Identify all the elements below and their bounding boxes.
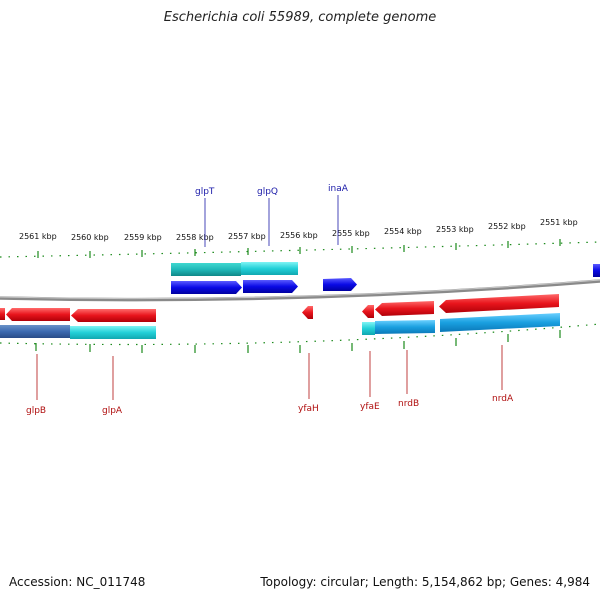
genome-summary: Topology: circular; Length: 5,154,862 bp… [260,575,590,589]
gene-label-nrdA[interactable]: nrdA [492,394,514,404]
gene-label-glpB[interactable]: glpB [26,406,46,416]
ruler-label: 2556 kbp [280,231,318,240]
ruler-labels: 2561 kbp 2560 kbp 2559 kbp 2558 kbp 2557… [19,218,578,242]
forward-cds-track [171,262,298,276]
gene-arrow-nrdB[interactable] [375,301,434,316]
gene-arrow-yfaE[interactable] [362,305,374,318]
cds-feature[interactable] [171,263,241,276]
gene-arrow-glpA[interactable] [71,309,156,322]
gene-label-glpT[interactable]: glpT [195,187,215,197]
ruler-label: 2561 kbp [19,232,57,241]
ruler-label: 2552 kbp [488,222,526,231]
genome-backbone [0,279,600,302]
gene-arrow-glpQ[interactable] [243,280,298,293]
cds-feature[interactable] [440,313,560,332]
ruler-label: 2557 kbp [228,232,266,241]
cds-feature[interactable] [241,262,298,275]
lower-major-ticks [35,330,561,353]
gene-arrow-inaA[interactable] [323,278,357,291]
reverse-gene-track [0,294,559,322]
gene-arrow-yfaH[interactable] [302,306,313,319]
top-gene-labels: glpT glpQ inaA [195,184,349,247]
ruler-label: 2560 kbp [71,233,109,242]
gene-label-yfaH[interactable]: yfaH [298,404,319,414]
gene-label-glpA[interactable]: glpA [102,406,123,416]
gene-arrow-glpT[interactable] [171,281,242,294]
cds-feature[interactable] [70,326,156,339]
ruler-label: 2553 kbp [436,225,474,234]
upper-major-ticks [37,239,561,258]
gene-arrow[interactable] [593,264,600,277]
forward-gene-track [171,264,600,294]
gene-arrow[interactable] [0,308,5,320]
ruler-label: 2555 kbp [332,229,370,238]
gene-label-yfaE[interactable]: yfaE [360,402,380,412]
accession-label: Accession: NC_011748 [9,575,146,589]
gene-label-inaA[interactable]: inaA [328,184,349,194]
genome-backbone-highlight [0,279,600,300]
reverse-cds-track [0,313,560,339]
ruler-label: 2559 kbp [124,233,162,242]
gene-label-nrdB[interactable]: nrdB [398,399,419,409]
ruler-label: 2551 kbp [540,218,578,227]
ruler-label: 2554 kbp [384,227,422,236]
map-title: Escherichia coli 55989, complete genome [163,10,437,25]
cds-feature[interactable] [0,325,70,338]
gene-arrow-glpB[interactable] [6,308,70,321]
cds-feature[interactable] [362,322,375,335]
cds-feature[interactable] [375,320,435,334]
gene-label-glpQ[interactable]: glpQ [257,187,278,197]
ruler-label: 2558 kbp [176,233,214,242]
bottom-gene-labels: glpB glpA yfaH yfaE nrdB nrdA [26,345,514,416]
gene-arrow-nrdA[interactable] [439,294,559,313]
